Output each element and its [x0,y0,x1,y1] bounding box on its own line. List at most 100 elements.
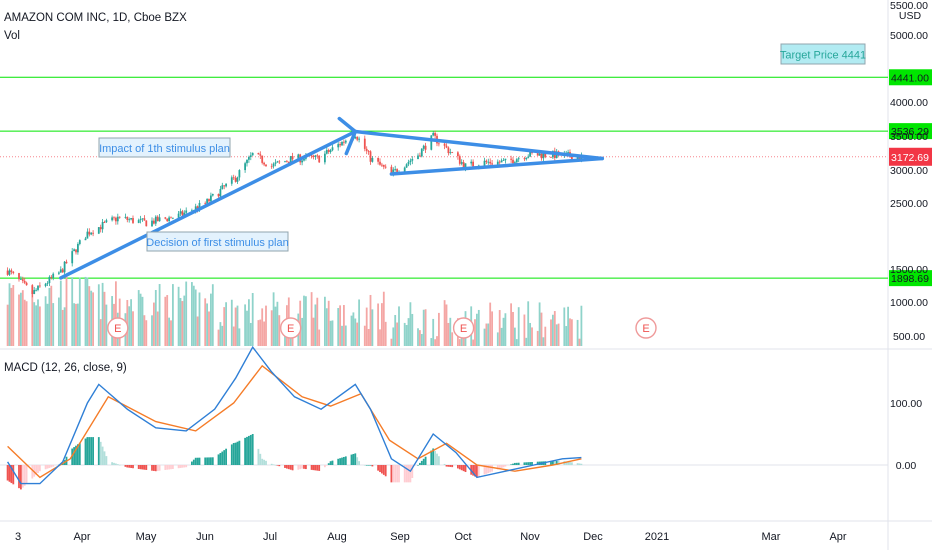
time-axis-tick-11: Mar [762,531,781,543]
macd-histogram-bar [181,465,184,468]
candle-body [128,219,131,221]
time-axis-tick-1: Apr [73,531,90,543]
target-price-box[interactable] [780,43,866,65]
level-tag-1 [889,123,932,140]
volume-bar [191,282,193,346]
macd-histogram-bar [103,451,106,465]
candle-body [343,141,345,143]
volume-bar [576,319,579,346]
volume-bar [514,327,516,346]
macd-histogram-bar [52,465,55,467]
candle-body [158,217,161,222]
volume-bar [496,332,499,346]
macd-histogram-bar [172,465,174,469]
candle-body [111,217,113,221]
volume-bar [407,318,410,346]
macd-histogram-bar [78,442,81,465]
macd-histogram-bar [263,459,265,465]
macd-histogram-bar [73,447,75,465]
earnings-marker-3[interactable] [635,317,657,339]
macd-histogram-bar [259,453,262,465]
volume-bar [194,289,197,346]
macd-histogram-bar [113,462,115,465]
candle-body [6,270,9,275]
macd-histogram-bar [337,458,340,465]
price-axis-tick-6: 1000.00 [890,297,928,309]
macd-histogram-bar [384,465,387,477]
macd-histogram-bar [35,465,37,475]
candle-body [177,213,180,218]
earnings-marker-2[interactable] [452,317,475,339]
macd-histogram-bar [420,460,423,465]
macd-histogram-bar [464,465,467,473]
macd-histogram-bar [523,462,526,465]
volume-bar [445,304,448,346]
macd-histogram-bar [552,460,554,465]
candle-body [219,188,222,197]
volume-bar [392,327,395,346]
macd-histogram-bar [132,465,134,469]
candle-body [71,251,74,264]
price-axis-tick-4: 2500.00 [890,198,928,210]
candle-body [341,141,343,146]
volume-bar [39,306,41,346]
candle-body [525,157,528,160]
volume-bar [552,314,554,346]
candle-body [297,154,300,160]
volume-bar [491,311,493,346]
candle-body [225,183,227,187]
macd-histogram-bar [476,465,478,478]
macd-histogram-bar [33,465,36,477]
volume-bar [487,323,490,346]
macd-histogram-bar [99,441,102,465]
candle-body [504,158,507,161]
candle-body [363,138,366,149]
candle-body [90,232,93,235]
macd-histogram-bar [301,465,303,469]
earnings-marker-label-3: E [642,323,649,335]
impact-box[interactable] [98,137,231,158]
volume-bar [88,286,91,346]
candle-body [331,147,334,151]
candle-body [46,283,49,284]
macd-histogram-bar [329,461,332,465]
volume-bar [18,294,20,346]
earnings-marker-1[interactable] [280,317,302,339]
candle-body [325,149,328,154]
level-tag-0 [889,69,932,86]
candle-body [278,161,281,163]
earnings-marker-0[interactable] [107,317,129,339]
volume-bar [419,330,421,346]
macd-histogram-bar [489,465,492,473]
macd-histogram-bar [111,462,113,465]
candle-body [194,206,197,211]
candle-body [101,222,104,230]
trend-line-2 [389,156,605,176]
macd-histogram-bar [48,465,51,468]
volume-bar [158,284,161,346]
macd-histogram-bar [183,465,186,468]
candle-body [457,152,459,157]
volume-bar [540,312,543,346]
candle-body [394,169,397,170]
macd-histogram-bar [46,465,49,469]
candle-body [238,170,241,178]
macd-histogram-bar [265,460,267,465]
macd-histogram-bar [555,460,558,465]
decision-box[interactable] [146,231,289,252]
candle-body [515,159,518,163]
candle-body [130,218,132,220]
macd-histogram-bar [124,465,127,467]
volume-bar [217,329,220,346]
macd-histogram-bar [177,465,180,469]
trend-line-0 [59,129,358,280]
time-axis-tick-10: 2021 [645,531,669,543]
volume-bar [126,299,129,346]
candle-body [327,149,330,152]
macd-histogram-bar [246,436,248,465]
macd-histogram-bar [527,462,530,465]
macd-histogram-bar [411,465,414,479]
volume-bar [50,285,53,346]
volume-bar [183,295,186,346]
volume-bar [221,325,224,346]
